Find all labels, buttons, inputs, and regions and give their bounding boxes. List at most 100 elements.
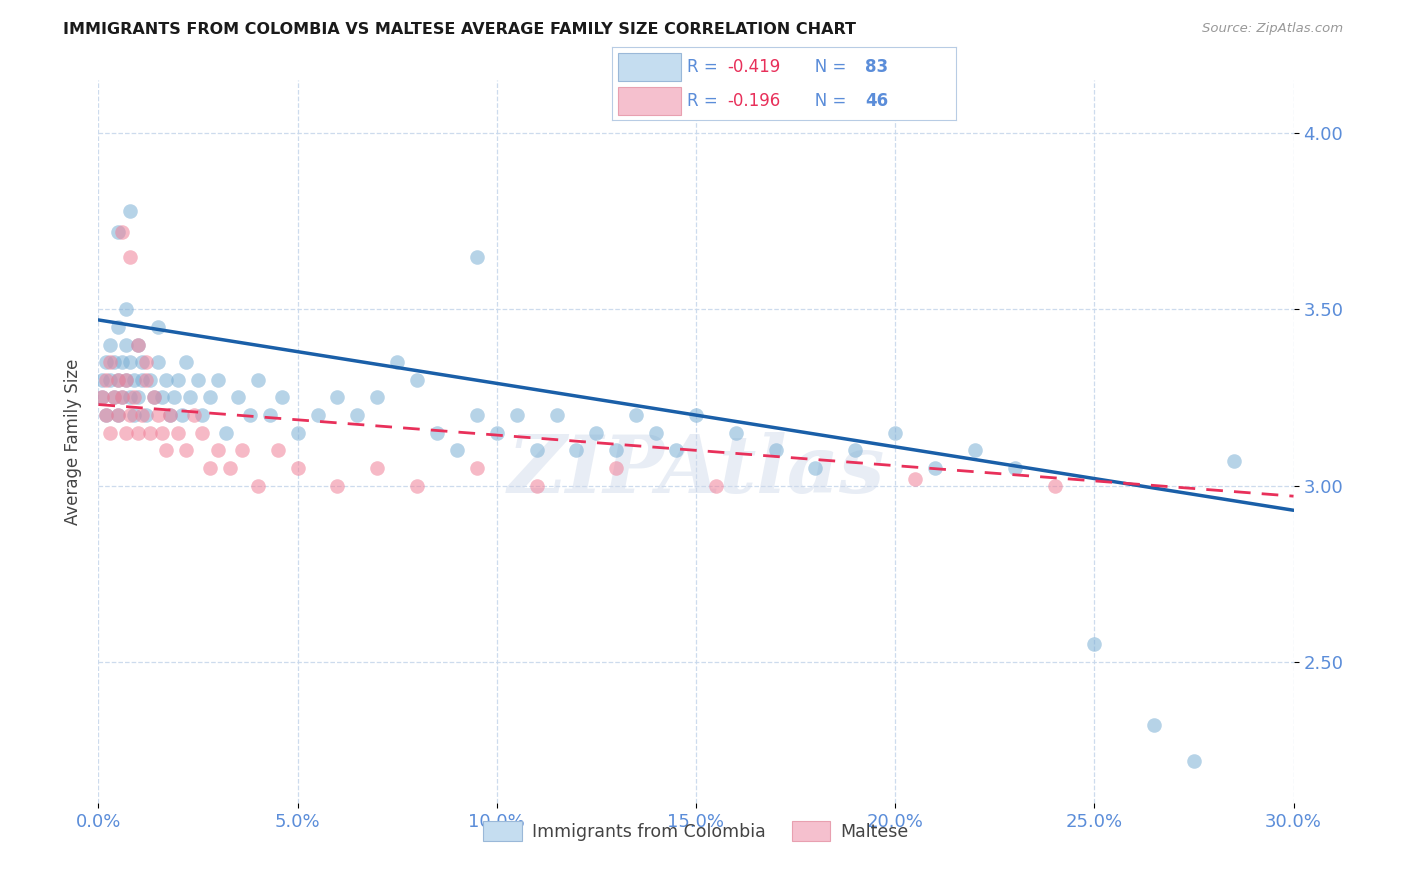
Point	[506, 408, 529, 422]
Point	[127, 391, 149, 405]
Point	[96, 408, 118, 422]
Text: Source: ZipAtlas.com: Source: ZipAtlas.com	[1202, 22, 1343, 36]
Point	[191, 425, 214, 440]
Point	[1143, 718, 1166, 732]
Point	[91, 373, 114, 387]
Text: R =: R =	[688, 58, 724, 76]
Point	[585, 425, 607, 440]
Point	[135, 408, 157, 422]
Point	[111, 391, 134, 405]
Point	[107, 408, 129, 422]
Point	[131, 408, 153, 422]
Point	[326, 391, 349, 405]
Point	[91, 391, 114, 405]
Point	[91, 391, 114, 405]
Point	[465, 250, 488, 264]
Legend: Immigrants from Colombia, Maltese: Immigrants from Colombia, Maltese	[477, 814, 915, 848]
Point	[96, 408, 118, 422]
Point	[963, 443, 986, 458]
Point	[884, 425, 907, 440]
Point	[120, 355, 142, 369]
Text: -0.196: -0.196	[727, 92, 780, 110]
Point	[765, 443, 787, 458]
Point	[446, 443, 468, 458]
Point	[1043, 478, 1066, 492]
Point	[546, 408, 568, 422]
Point	[115, 302, 138, 317]
Point	[120, 203, 142, 218]
Point	[198, 461, 221, 475]
Point	[107, 320, 129, 334]
Point	[143, 391, 166, 405]
Point	[115, 337, 138, 351]
FancyBboxPatch shape	[619, 87, 681, 114]
Point	[207, 443, 229, 458]
Point	[120, 391, 142, 405]
Point	[406, 373, 429, 387]
Point	[107, 408, 129, 422]
Point	[219, 461, 242, 475]
Point	[120, 408, 142, 422]
Point	[605, 443, 627, 458]
Y-axis label: Average Family Size: Average Family Size	[63, 359, 82, 524]
Point	[135, 373, 157, 387]
Point	[139, 425, 162, 440]
Point	[207, 373, 229, 387]
Point	[107, 373, 129, 387]
FancyBboxPatch shape	[619, 54, 681, 81]
Point	[115, 373, 138, 387]
Point	[127, 337, 149, 351]
Point	[131, 355, 153, 369]
Point	[246, 373, 269, 387]
Text: -0.419: -0.419	[727, 58, 780, 76]
Point	[98, 355, 122, 369]
Point	[187, 373, 209, 387]
Point	[1004, 461, 1026, 475]
Point	[626, 408, 648, 422]
Point	[150, 391, 173, 405]
Point	[385, 355, 409, 369]
Point	[665, 443, 688, 458]
Point	[98, 337, 122, 351]
Point	[804, 461, 827, 475]
Point	[844, 443, 866, 458]
Point	[111, 355, 134, 369]
Point	[259, 408, 281, 422]
Point	[565, 443, 588, 458]
Text: 46: 46	[865, 92, 889, 110]
Text: N =: N =	[800, 58, 852, 76]
Point	[1223, 454, 1246, 468]
Text: IMMIGRANTS FROM COLOMBIA VS MALTESE AVERAGE FAMILY SIZE CORRELATION CHART: IMMIGRANTS FROM COLOMBIA VS MALTESE AVER…	[63, 22, 856, 37]
Point	[98, 425, 122, 440]
Point	[107, 373, 129, 387]
Point	[346, 408, 368, 422]
Point	[115, 425, 138, 440]
Point	[1083, 637, 1105, 651]
Point	[174, 443, 197, 458]
Point	[326, 478, 349, 492]
Point	[366, 391, 388, 405]
Point	[148, 355, 170, 369]
Point	[127, 425, 149, 440]
Point	[1182, 754, 1205, 768]
Point	[131, 373, 153, 387]
Point	[120, 250, 142, 264]
Point	[172, 408, 194, 422]
Point	[148, 320, 170, 334]
Point	[724, 425, 747, 440]
Point	[465, 461, 488, 475]
Text: ZIPAtlas: ZIPAtlas	[508, 432, 884, 509]
Point	[163, 391, 186, 405]
Point	[174, 355, 197, 369]
Point	[179, 391, 201, 405]
Point	[307, 408, 329, 422]
Point	[287, 461, 309, 475]
Text: R =: R =	[688, 92, 724, 110]
Point	[107, 225, 129, 239]
Point	[96, 373, 118, 387]
Point	[426, 425, 449, 440]
Point	[904, 471, 927, 485]
Point	[155, 443, 177, 458]
Point	[226, 391, 249, 405]
Point	[150, 425, 173, 440]
